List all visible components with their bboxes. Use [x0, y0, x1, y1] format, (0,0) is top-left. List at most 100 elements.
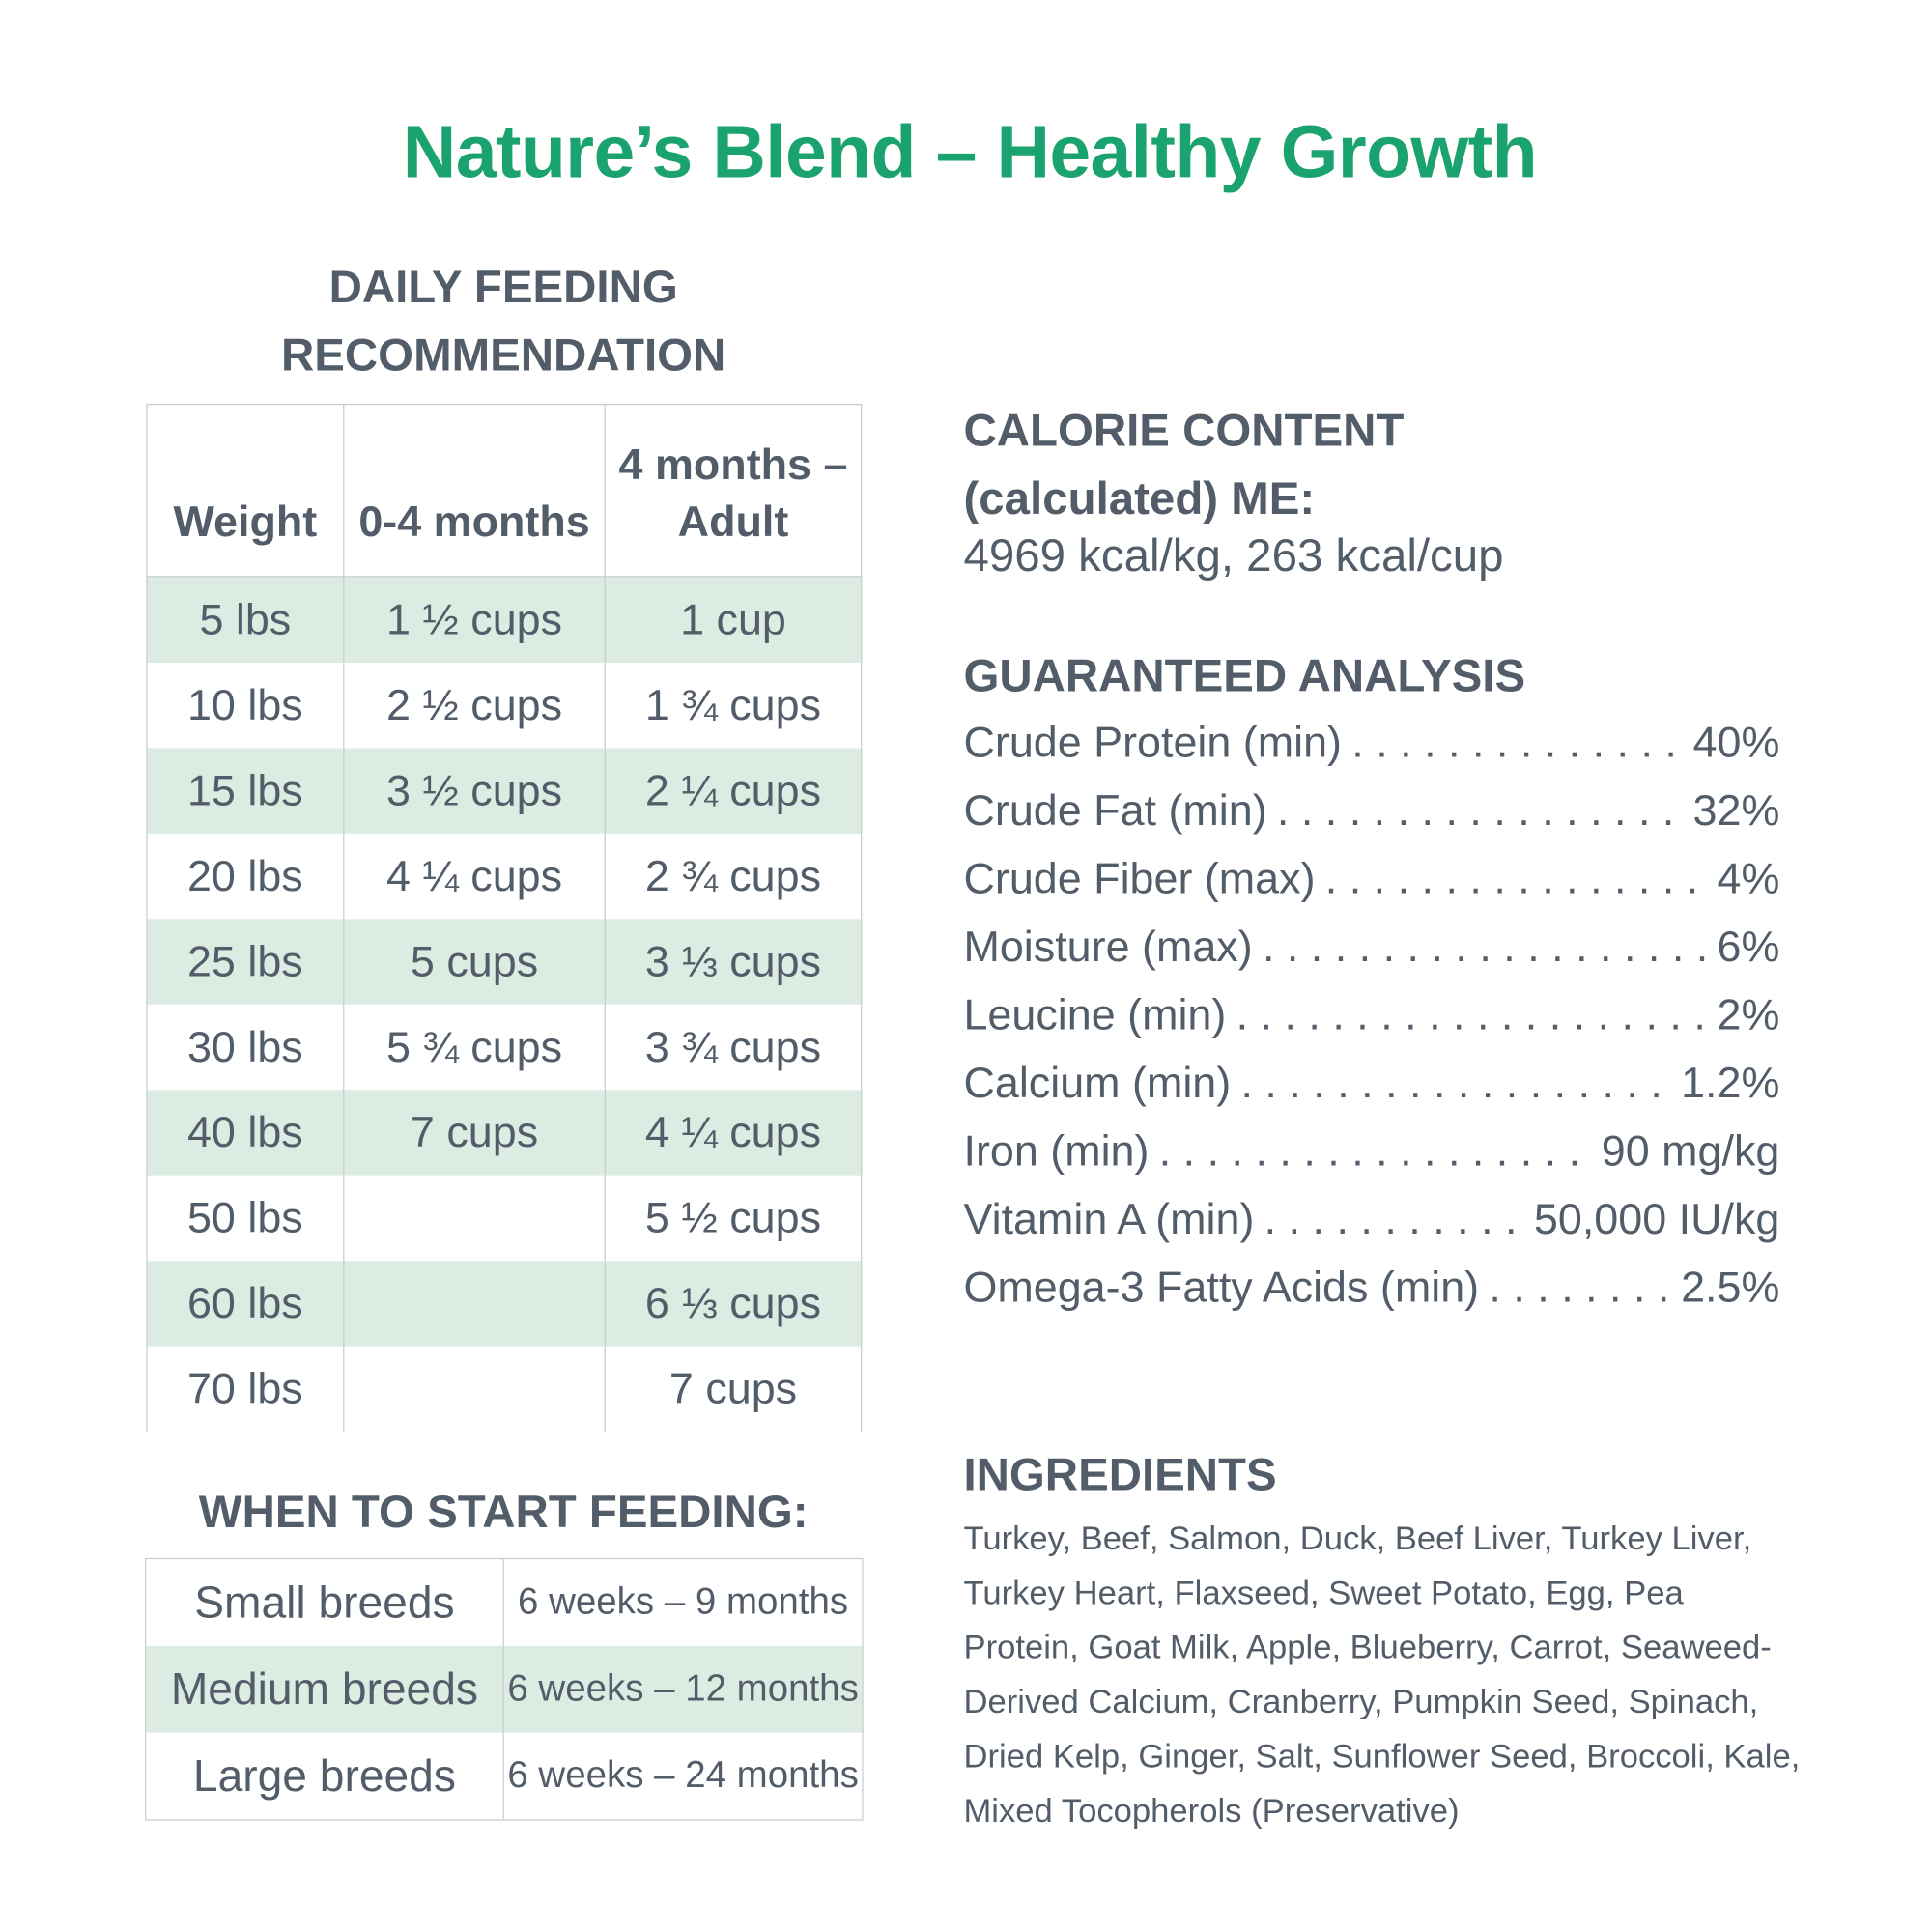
start-feeding-heading: WHEN TO START FEEDING:: [198, 1486, 809, 1538]
puppy-amount-cell: 1 ½ cups: [343, 576, 606, 663]
table-row: 15 lbs 3 ½ cups 2 ¼ cups: [146, 748, 863, 834]
calorie-value: 4969 kcal/kg, 263 kcal/cup: [963, 529, 1504, 582]
weight-cell: 40 lbs: [146, 1090, 345, 1176]
nutrient-value: 2%: [1717, 990, 1780, 1039]
nutrient-value: 1.2%: [1681, 1059, 1780, 1108]
age-range-cell: 6 weeks – 24 months: [502, 1732, 864, 1821]
heading-line: CALORIE CONTENT: [963, 405, 1405, 456]
ingredients-heading: INGREDIENTS: [963, 1449, 1277, 1500]
puppy-amount-cell: [343, 1261, 606, 1347]
nutrient-label: Calcium (min): [963, 1059, 1232, 1108]
nutrient-label: Crude Fat (min): [963, 786, 1267, 836]
dot-leader: [1351, 719, 1683, 768]
nutrient-label: Moisture (max): [963, 923, 1253, 972]
dot-leader: [1263, 923, 1707, 972]
table-row: 60 lbs 6 ⅓ cups: [146, 1261, 863, 1347]
heading-line: (calculated) ME:: [963, 472, 1316, 525]
nutrient-value: 4%: [1717, 854, 1780, 903]
analysis-row: Iron (min) 90 mg/kg: [963, 1127, 1779, 1196]
analysis-row: Omega-3 Fatty Acids (min) 2.5%: [963, 1264, 1779, 1332]
nutrient-value: 32%: [1692, 786, 1780, 836]
dot-leader: [1277, 786, 1683, 836]
age-range-cell: 6 weeks – 12 months: [502, 1645, 864, 1733]
puppy-amount-cell: 4 ¼ cups: [343, 833, 606, 920]
weight-cell: 50 lbs: [146, 1175, 345, 1262]
adult-amount-cell: 2 ¾ cups: [604, 833, 863, 920]
daily-feeding-heading: DAILY FEEDING RECOMMENDATION: [146, 253, 861, 389]
weight-cell: 10 lbs: [146, 662, 345, 749]
weight-cell: 30 lbs: [146, 1004, 345, 1091]
weight-cell: 5 lbs: [146, 576, 345, 663]
puppy-amount-cell: 7 cups: [343, 1090, 606, 1176]
adult-amount-cell: 7 cups: [604, 1346, 863, 1433]
puppy-amount-cell: 5 ¾ cups: [343, 1004, 606, 1091]
table-row: Large breeds 6 weeks – 24 months: [145, 1732, 864, 1821]
calorie-heading: CALORIE CONTENT (calculated) ME:: [963, 396, 1404, 532]
nutrient-label: Crude Protein (min): [963, 718, 1343, 767]
puppy-amount-cell: 3 ½ cups: [343, 748, 606, 834]
adult-amount-cell: 4 ¼ cups: [604, 1090, 863, 1176]
weight-cell: 60 lbs: [146, 1261, 345, 1347]
analysis-heading: GUARANTEED ANALYSIS: [963, 650, 1526, 701]
table-row: Medium breeds 6 weeks – 12 months: [145, 1645, 864, 1733]
nutrient-value: 90 mg/kg: [1601, 1126, 1780, 1176]
table-row: 50 lbs 5 ½ cups: [146, 1175, 863, 1262]
table-row: 25 lbs 5 cups 3 ⅓ cups: [146, 919, 863, 1005]
ingredients-text: Turkey, Beef, Salmon, Duck, Beef Liver, …: [963, 1520, 1801, 1830]
breed-size-cell: Small breeds: [145, 1558, 504, 1646]
weight-cell: 20 lbs: [146, 833, 345, 920]
breed-size-cell: Large breeds: [145, 1732, 504, 1821]
column-header-puppy: 0-4 months: [343, 403, 606, 578]
adult-amount-cell: 1 ¾ cups: [604, 662, 863, 749]
age-range-cell: 6 weeks – 9 months: [502, 1558, 864, 1646]
table-row: 20 lbs 4 ¼ cups 2 ¾ cups: [146, 833, 863, 920]
puppy-amount-cell: 2 ½ cups: [343, 662, 606, 749]
adult-amount-cell: 1 cup: [604, 576, 863, 663]
table-row: 5 lbs 1 ½ cups 1 cup: [146, 576, 863, 663]
adult-amount-cell: 3 ¾ cups: [604, 1004, 863, 1091]
weight-cell: 25 lbs: [146, 919, 345, 1005]
dot-leader: [1159, 1127, 1592, 1177]
analysis-list: Crude Protein (min) 40% Crude Fat (min) 32%…: [963, 719, 1779, 1332]
nutrient-label: Omega-3 Fatty Acids (min): [963, 1263, 1480, 1312]
analysis-row: Crude Fat (min) 32%: [963, 786, 1779, 855]
table-row: 70 lbs 7 cups: [146, 1346, 863, 1433]
puppy-amount-cell: [343, 1346, 606, 1433]
nutrient-label: Vitamin A (min): [963, 1195, 1255, 1244]
start-feeding-table: Small breeds 6 weeks – 9 months Medium bre…: [145, 1557, 864, 1821]
page-title: Nature’s Blend – Healthy Growth: [402, 110, 1538, 194]
dot-leader: [1240, 1059, 1670, 1108]
nutrient-label: Crude Fiber (max): [963, 854, 1316, 903]
column-header-adult: 4 months – Adult: [604, 403, 863, 578]
adult-amount-cell: 3 ⅓ cups: [604, 919, 863, 1005]
nutrient-value: 2.5%: [1681, 1263, 1780, 1312]
table-row: 10 lbs 2 ½ cups 1 ¾ cups: [146, 662, 863, 749]
weight-cell: 70 lbs: [146, 1346, 345, 1433]
analysis-row: Leucine (min) 2%: [963, 991, 1779, 1060]
table-row: 30 lbs 5 ¾ cups 3 ¾ cups: [146, 1004, 863, 1091]
dot-leader: [1236, 991, 1708, 1040]
puppy-amount-cell: [343, 1175, 606, 1262]
nutrient-value: 50,000 IU/kg: [1533, 1195, 1780, 1244]
nutrient-label: Iron (min): [963, 1126, 1150, 1176]
analysis-row: Crude Fiber (max) 4%: [963, 855, 1779, 923]
table-row: Small breeds 6 weeks – 9 months: [145, 1558, 864, 1646]
nutrient-value: 6%: [1717, 923, 1780, 972]
analysis-row: Vitamin A (min) 50,000 IU/kg: [963, 1195, 1779, 1264]
heading-line: DAILY FEEDING: [328, 261, 678, 313]
dot-leader: [1325, 855, 1707, 904]
table-row: 40 lbs 7 cups 4 ¼ cups: [146, 1090, 863, 1176]
nutrient-label: Leucine (min): [963, 990, 1227, 1039]
analysis-row: Calcium (min) 1.2%: [963, 1059, 1779, 1127]
adult-amount-cell: 6 ⅓ cups: [604, 1261, 863, 1347]
analysis-row: Moisture (max) 6%: [963, 923, 1779, 991]
nutrient-value: 40%: [1692, 718, 1780, 767]
dot-leader: [1489, 1264, 1670, 1313]
adult-amount-cell: 5 ½ cups: [604, 1175, 863, 1262]
feeding-table: Weight 0-4 months 4 months – Adult 5 lbs…: [146, 403, 863, 1433]
adult-amount-cell: 2 ¼ cups: [604, 748, 863, 834]
dot-leader: [1264, 1195, 1524, 1244]
column-header-weight: Weight: [146, 403, 345, 578]
puppy-amount-cell: 5 cups: [343, 919, 606, 1005]
